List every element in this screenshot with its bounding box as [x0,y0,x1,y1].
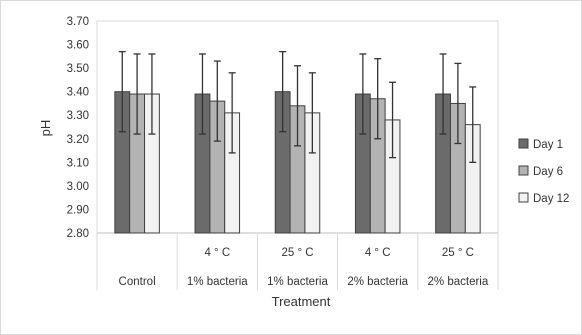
legend: Day 1 Day 6 Day 12 [518,138,569,205]
x-axis-title: Treatment [272,294,331,309]
y-tick-label: 3.70 [67,16,89,28]
y-tick-label: 3.30 [67,110,89,122]
x-category-treatment-label: 2% bacteria [428,276,489,288]
y-axis: 2.80 2.90 3.00 3.10 3.20 3.30 3.40 3.50 3.60 3.70 [67,16,89,240]
legend-swatch [518,138,529,149]
x-category-temperature-label: 25 ° C [442,247,474,259]
y-tick-label: 3.20 [67,134,89,146]
y-tick-label: 3.10 [67,157,89,169]
y-tick-label: 3.60 [67,40,89,52]
x-category-treatment-label: 2% bacteria [347,276,408,288]
x-axis: 4 ° C 25 ° C 4 ° C 25 ° C Control 1% bacteria… [96,233,499,290]
y-tick-label: 3.00 [67,181,89,193]
x-category-temperature-label: 4 ° C [204,247,230,259]
x-category-temperature-label: 25 ° C [281,247,313,259]
x-category-treatment-label: 1% bacteria [267,276,328,288]
x-category-treatment-label: Control [119,276,156,288]
y-axis-title: pH [38,120,53,137]
y-tick-label: 3.40 [67,87,89,99]
legend-swatch [518,192,529,203]
legend-swatch [518,165,529,176]
x-category-temperature-label: 4 ° C [365,247,391,259]
y-tick-label: 3.50 [67,63,89,75]
legend-label: Day 12 [533,193,569,205]
legend-label: Day 1 [533,139,563,151]
x-category-treatment-label: 1% bacteria [187,276,248,288]
bars [114,91,481,234]
y-tick-label: 2.90 [67,204,89,216]
y-tick-label: 2.80 [67,228,89,240]
legend-label: Day 6 [533,166,563,178]
error-bars [118,50,477,163]
